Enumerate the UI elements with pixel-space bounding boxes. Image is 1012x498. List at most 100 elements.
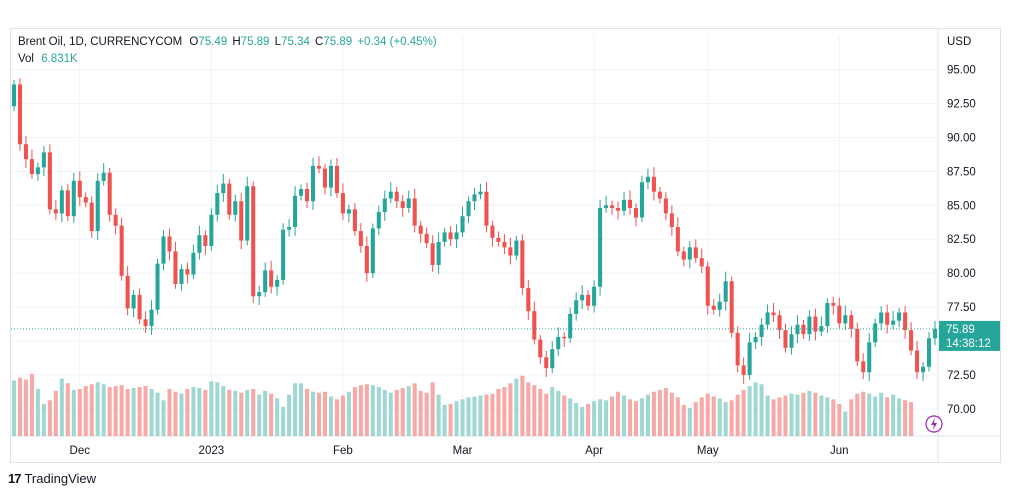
volume-bar <box>490 393 495 436</box>
price-axis[interactable]: 70.0072.5075.0077.5080.0082.5085.0087.50… <box>939 36 1000 416</box>
volume-bar <box>651 391 656 436</box>
volume-bar <box>209 381 214 436</box>
candle-body <box>263 270 268 293</box>
candle-body <box>753 336 758 343</box>
candle-body <box>89 202 94 232</box>
candle-body <box>47 152 52 210</box>
candle-body <box>514 240 519 256</box>
legend-open-value: 75.49 <box>198 36 228 48</box>
legend-close-label: C <box>315 36 324 48</box>
volume-bar <box>239 392 244 436</box>
candle-body <box>789 334 794 348</box>
volume-bar <box>412 383 417 436</box>
candle-body <box>418 225 423 234</box>
price-tick-label: 90.00 <box>947 132 976 144</box>
candle-body <box>580 294 585 301</box>
volume-bar <box>663 388 668 436</box>
volume-bar <box>197 388 202 436</box>
volume-bar <box>35 388 40 436</box>
candle-body <box>137 294 142 320</box>
candle-body <box>616 208 621 211</box>
candle-body <box>484 191 489 226</box>
candle-body <box>813 316 818 332</box>
candle-body <box>227 183 232 215</box>
candle-body <box>35 167 40 175</box>
volume-bar <box>783 395 788 436</box>
volume-bar <box>580 406 585 436</box>
candle-body <box>305 189 310 202</box>
legend-symbol[interactable]: Brent Oil, 1D, CURRENCYCOM <box>18 36 183 48</box>
volume-bar <box>191 387 196 436</box>
volume-bar <box>909 402 914 436</box>
candle-body <box>843 315 848 324</box>
price-tick-label: 87.50 <box>947 166 976 178</box>
candle-body <box>215 193 220 215</box>
volume-bar <box>113 386 118 436</box>
price-tick-label: 95.00 <box>947 65 976 77</box>
volume-bar <box>849 399 854 436</box>
candle-body <box>299 189 304 196</box>
volume-bar <box>544 393 549 436</box>
time-axis[interactable]: Dec 2023 Feb Mar Apr May Jun <box>70 445 849 457</box>
volume-bar <box>831 399 836 436</box>
volume-bar <box>508 383 513 436</box>
volume-bar <box>639 398 644 436</box>
candle-body <box>394 191 399 202</box>
candle-body <box>759 324 764 337</box>
candle-body <box>251 186 256 297</box>
volume-bar <box>717 398 722 436</box>
volume-bar <box>328 396 333 436</box>
volume-bar <box>334 399 339 436</box>
volume-bar <box>502 387 507 436</box>
candle-body <box>460 216 465 233</box>
volume-bar <box>245 389 250 436</box>
candle-body <box>639 182 644 218</box>
candle-body <box>801 324 806 335</box>
volume-bar <box>813 392 818 436</box>
candle-body <box>909 330 914 351</box>
candle-body <box>873 323 878 343</box>
volume-bar <box>203 389 208 436</box>
volume-bar <box>610 396 615 436</box>
candle-body <box>926 338 932 367</box>
volume-bar <box>376 387 381 436</box>
candle-body <box>245 186 250 241</box>
volume-bar <box>125 388 130 436</box>
time-tick-label: Feb <box>333 445 353 457</box>
time-tick-label: 2023 <box>199 445 225 457</box>
volume-bar <box>155 392 160 436</box>
volume-bar <box>657 389 662 436</box>
legend-volume-label[interactable]: Vol <box>18 53 34 65</box>
candle-body <box>466 201 471 217</box>
volume-bar <box>454 401 459 436</box>
candle-body <box>442 232 447 242</box>
volume-bar <box>185 388 190 436</box>
candle-body <box>53 209 58 214</box>
candle-body <box>897 312 902 321</box>
candle-body <box>293 195 298 227</box>
legend-change: +0.34 (+0.45%) <box>357 36 437 48</box>
candle-body <box>322 168 328 188</box>
price-tick-label: 92.50 <box>947 99 976 111</box>
volume-bar <box>221 386 226 436</box>
candlestick-chart[interactable]: 70.0072.5075.0077.5080.0082.5085.0087.50… <box>0 0 1012 470</box>
candle-body <box>179 269 184 284</box>
candle-body <box>771 312 776 316</box>
candle-body <box>633 208 639 218</box>
volume-bar <box>759 384 764 436</box>
volume-bar <box>645 394 650 436</box>
volume-bar <box>143 386 148 436</box>
volume-bar <box>771 399 776 436</box>
volume-bar <box>41 404 46 436</box>
candle-body <box>161 236 166 264</box>
volume-bar <box>11 380 17 436</box>
tradingview-branding[interactable]: 17 TradingView <box>8 471 96 486</box>
candle-body <box>197 235 202 253</box>
candle-body <box>376 212 381 229</box>
candle-body <box>592 286 597 306</box>
volume-bar <box>598 399 603 436</box>
legend-ohlc: Brent Oil, 1D, CURRENCYCOM O75.49 H75.89… <box>18 36 437 48</box>
volume-bar <box>352 387 357 436</box>
candle-body <box>448 232 453 240</box>
candle-body <box>550 349 555 369</box>
